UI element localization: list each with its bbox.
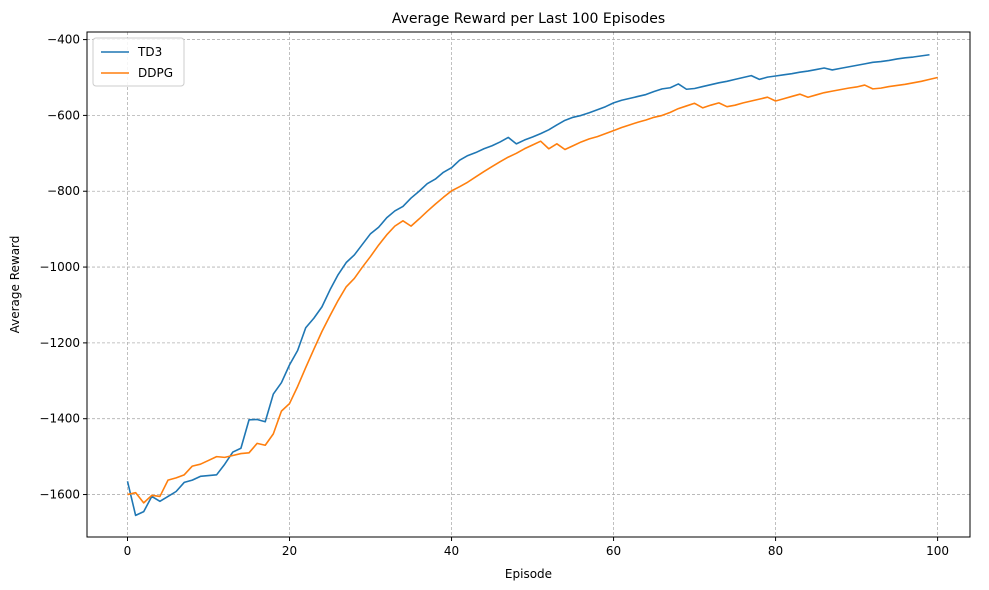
x-tick-label: 100 xyxy=(926,544,949,558)
legend-label-ddpg: DDPG xyxy=(138,66,173,80)
y-tick-label: −1600 xyxy=(39,488,80,502)
plot-frame xyxy=(86,31,971,538)
y-tick-label: −800 xyxy=(47,184,80,198)
axis-ticks: 0 20 40 60 80 100 −1600 −1400 −1200 −1000 −800 −600… xyxy=(39,33,949,558)
legend-label-td3: TD3 xyxy=(137,45,162,59)
x-tick-label: 20 xyxy=(282,544,297,558)
x-tick-label: 60 xyxy=(606,544,621,558)
chart-title: Average Reward per Last 100 Episodes xyxy=(392,11,665,27)
series-line-ddpg xyxy=(127,76,938,504)
legend-box xyxy=(92,37,185,87)
y-tick-label: −1000 xyxy=(39,260,80,274)
legend: TD3 DDPG xyxy=(92,37,185,87)
series-line-td3 xyxy=(126,53,930,517)
x-tick-label: 40 xyxy=(444,544,459,558)
y-axis-label: Average Reward xyxy=(8,236,22,334)
x-axis-label: Episode xyxy=(505,567,552,581)
y-tick-label: −1400 xyxy=(39,412,80,426)
grid xyxy=(87,32,970,537)
y-tick-label: −1200 xyxy=(39,336,80,350)
series-lines xyxy=(126,53,938,517)
y-tick-label: −600 xyxy=(47,108,80,122)
x-tick-label: 0 xyxy=(124,544,132,558)
y-tick-label: −400 xyxy=(47,33,80,47)
x-tick-label: 80 xyxy=(768,544,783,558)
